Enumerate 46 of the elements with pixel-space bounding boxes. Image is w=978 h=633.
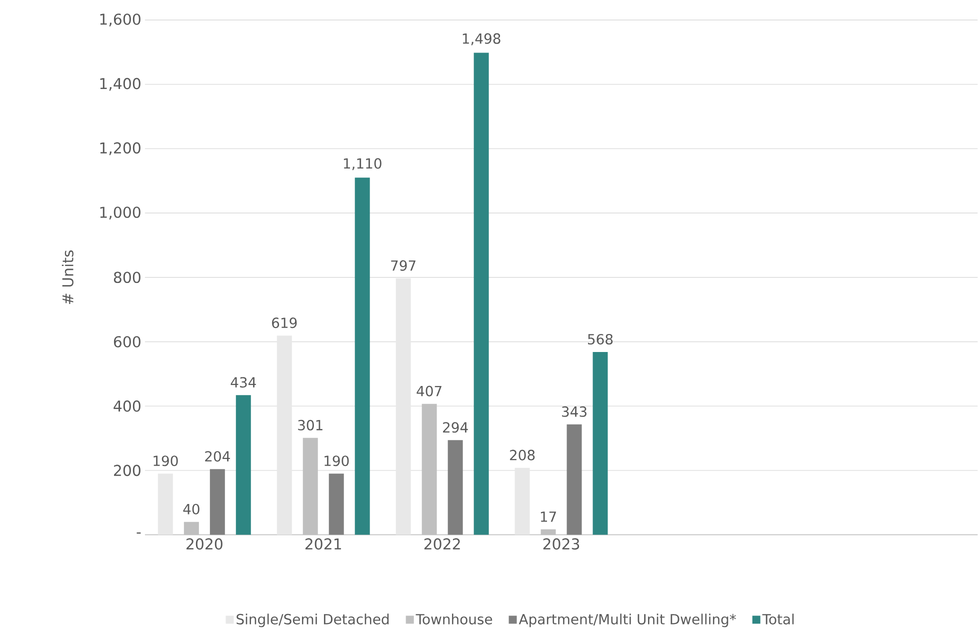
legend-label: Single/Semi Detached: [236, 614, 389, 628]
data-label: 40: [183, 504, 200, 515]
bar: [566, 424, 582, 535]
x-tick-label: 2023: [543, 538, 580, 550]
y-tick-label: 1,600: [100, 14, 140, 27]
data-label: 208: [510, 450, 535, 460]
bar: [514, 468, 530, 535]
y-tick-label: 400: [114, 400, 140, 412]
bar: [158, 474, 173, 535]
bar: [396, 278, 411, 535]
y-axis-title: # Units: [62, 250, 74, 304]
data-label: 619: [272, 318, 297, 328]
bar: [276, 336, 292, 535]
data-label: 568: [588, 334, 613, 345]
data-label: 190: [324, 456, 349, 466]
data-label: 1,110: [344, 158, 382, 170]
legend-label: Townhouse: [416, 614, 492, 625]
bar: [210, 469, 225, 535]
y-tick-label: -: [136, 532, 141, 534]
legend-label: Total: [762, 614, 794, 625]
data-label: 294: [443, 422, 468, 433]
x-tick-label: 2020: [186, 538, 222, 550]
y-tick-label: 1,400: [100, 78, 140, 91]
data-label: 797: [391, 260, 416, 271]
x-tick-label: 2021: [305, 538, 341, 550]
data-label: 434: [230, 377, 256, 388]
y-tick-label: 1,000: [100, 206, 140, 220]
data-label: 301: [298, 420, 322, 431]
bar: [448, 440, 463, 535]
bar: [236, 395, 251, 535]
y-tick-label: 1,200: [100, 142, 140, 156]
data-label: 190: [154, 456, 178, 466]
y-tick-label: 200: [114, 464, 140, 476]
data-label: 343: [562, 406, 586, 418]
bar: [474, 52, 489, 535]
y-tick-label: 600: [114, 336, 140, 348]
y-tick-label: 800: [114, 272, 140, 284]
legend-label: Apartment/Multi Unit Dwelling*: [518, 614, 736, 628]
bar: [328, 474, 344, 535]
bar: [354, 178, 370, 535]
data-label: 17: [540, 512, 556, 522]
data-label: 204: [205, 451, 230, 462]
data-label: 1,498: [462, 33, 500, 46]
bar: [592, 352, 608, 535]
data-label: 407: [416, 386, 442, 396]
x-tick-label: 2022: [424, 538, 460, 550]
